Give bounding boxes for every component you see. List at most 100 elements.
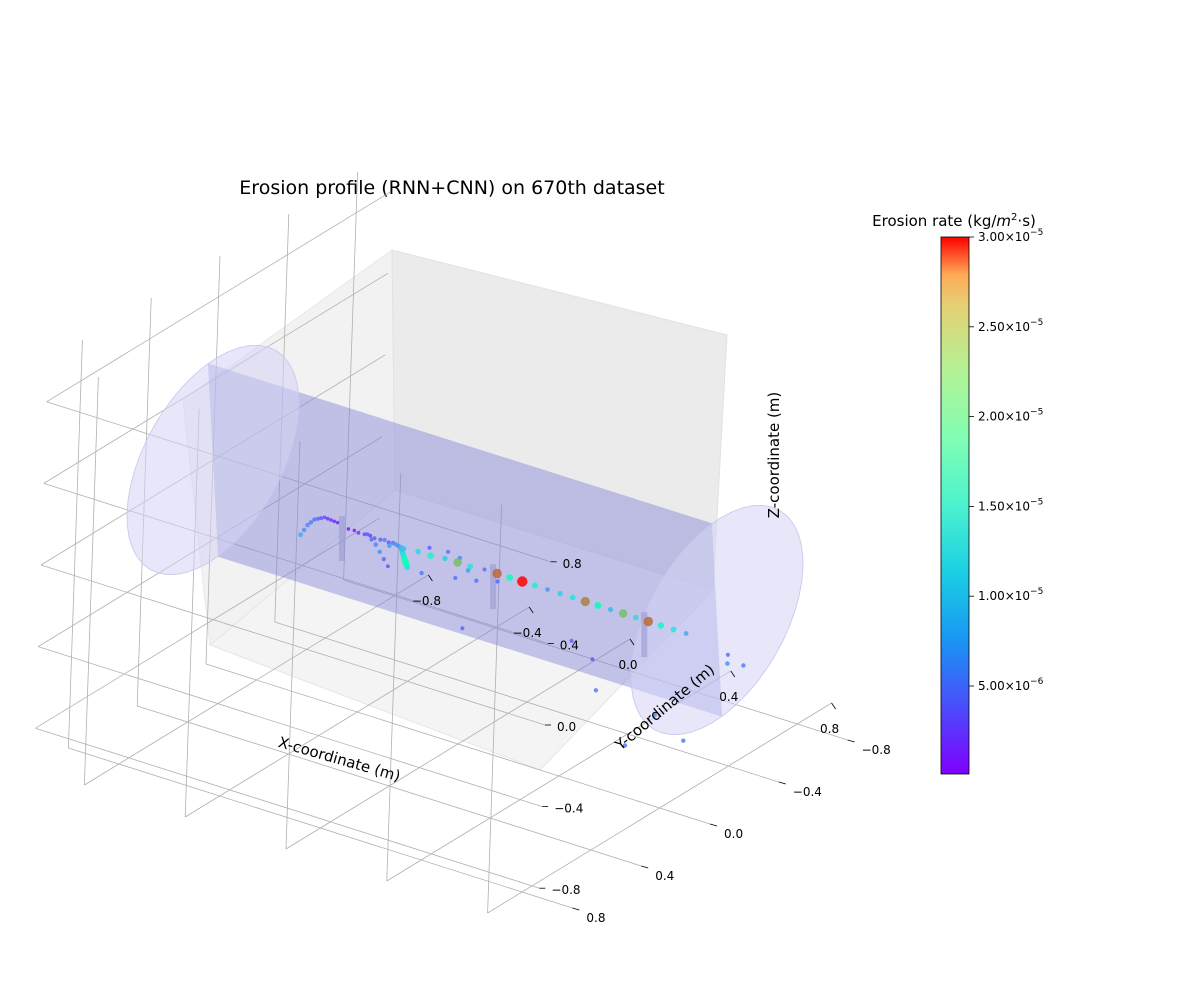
data-point	[301, 527, 307, 533]
x-tick-mark	[831, 702, 836, 710]
pipe-support-leg	[490, 564, 497, 610]
pipe-body	[207, 363, 723, 717]
data-point	[312, 517, 317, 522]
data-point	[315, 516, 320, 521]
data-point	[622, 743, 628, 748]
data-point	[495, 579, 500, 584]
data-point	[506, 574, 513, 581]
data-point	[368, 533, 373, 538]
floor-grid-x	[487, 702, 832, 914]
x-tick-mark	[629, 638, 635, 646]
z-tick-label: 0.8	[563, 557, 582, 571]
data-point	[453, 558, 462, 567]
data-point	[382, 537, 387, 543]
floor-grid-y	[137, 705, 642, 867]
data-point	[329, 518, 333, 522]
data-point	[386, 564, 390, 569]
colorbar: Erosion rate (kg/m2·s) 3.00×10−5 2.50×10−…	[872, 212, 1044, 775]
side-grid-y	[68, 339, 83, 749]
y-tick-label: 0.8	[586, 911, 605, 925]
back-grid-z	[40, 564, 546, 726]
x-tick-label: 0.8	[820, 722, 839, 736]
data-point	[381, 557, 386, 562]
data-point	[319, 516, 324, 521]
data-point	[607, 606, 614, 613]
pipe-support-leg	[641, 612, 648, 658]
colorbar-gradient	[940, 236, 970, 775]
z-tick-label: −0.4	[554, 802, 583, 816]
x-tick-label: 0.0	[618, 658, 637, 672]
data-point	[618, 609, 628, 618]
data-point	[365, 532, 370, 537]
data-point	[369, 537, 374, 542]
x-tick-label: −0.4	[513, 626, 542, 640]
data-point	[593, 688, 599, 693]
pipe-outlet-cap	[630, 505, 804, 735]
z-axis-label: Z-coordinate (m)	[765, 392, 783, 519]
y-tick-mark	[778, 781, 786, 785]
data-point	[442, 555, 448, 562]
colorbar-tick-label: 1.00×10−5	[978, 587, 1043, 603]
data-point	[681, 738, 686, 743]
data-point	[325, 516, 330, 521]
x-tick-mark	[528, 606, 534, 614]
y-tick-mark	[572, 907, 580, 911]
data-point	[332, 519, 337, 524]
data-point	[308, 520, 314, 525]
y-tick-mark	[847, 739, 855, 743]
scatter-points	[298, 515, 746, 748]
data-point	[725, 652, 731, 657]
y-tick-mark	[709, 823, 718, 827]
pipe-geometry	[126, 345, 804, 735]
back-grid-x	[386, 472, 402, 882]
data-point	[346, 527, 351, 531]
data-point	[569, 594, 576, 601]
y-tick-mark	[641, 865, 649, 869]
y-tick-label: 0.4	[655, 869, 674, 883]
floor-grid-y	[205, 663, 711, 825]
z-tick-label: −0.8	[551, 883, 580, 897]
side-grid-z	[46, 191, 391, 403]
data-point	[482, 567, 487, 572]
data-point	[427, 552, 434, 559]
data-point	[401, 546, 407, 552]
data-point	[419, 570, 424, 576]
axes-3d: −0.8 −0.8 −0.8 −0.4 −0.4 −0.4 0.0 0.0 0.0 0.4 0.4 0…	[35, 171, 891, 925]
data-point	[322, 515, 327, 520]
colorbar-ticks: 3.00×10−5 2.50×10−5 2.00×10−5 1.50×10−5 1.00…	[969, 228, 1044, 693]
data-point	[453, 575, 458, 581]
colorbar-tick-label: 5.00×10−6	[978, 677, 1044, 693]
data-point	[590, 657, 595, 662]
pipe-inlet-cap	[126, 345, 300, 575]
data-point	[352, 528, 357, 533]
data-point	[557, 590, 563, 597]
data-point	[569, 638, 574, 644]
data-point	[580, 596, 590, 607]
x-tick-mark	[428, 574, 433, 582]
x-axis-label: X-coordinate (m)	[276, 733, 402, 785]
data-point	[643, 616, 653, 627]
x-tick-label: 0.4	[719, 690, 738, 704]
data-point	[305, 522, 310, 528]
data-point	[517, 576, 528, 587]
data-point	[460, 626, 465, 631]
colorbar-tick-label: 1.50×10−5	[978, 497, 1043, 513]
data-point	[427, 545, 432, 550]
data-point	[373, 542, 379, 547]
colorbar-tick-label: 2.00×10−5	[978, 408, 1043, 424]
data-point	[741, 663, 746, 668]
x-tick-mark	[730, 670, 736, 678]
colorbar-tick-label: 3.00×10−5	[978, 228, 1043, 244]
data-point	[335, 520, 340, 525]
data-point	[377, 549, 383, 555]
data-point	[387, 543, 392, 549]
data-point	[378, 537, 383, 542]
data-point	[467, 563, 474, 570]
chart-title: Erosion profile (RNN+CNN) on 670th datas…	[239, 177, 664, 199]
data-point	[652, 712, 657, 717]
y-tick-label: −0.4	[793, 785, 822, 799]
y-tick-label: −0.8	[862, 743, 891, 757]
z-tick-label: 0.4	[560, 638, 579, 652]
data-point	[404, 564, 411, 571]
